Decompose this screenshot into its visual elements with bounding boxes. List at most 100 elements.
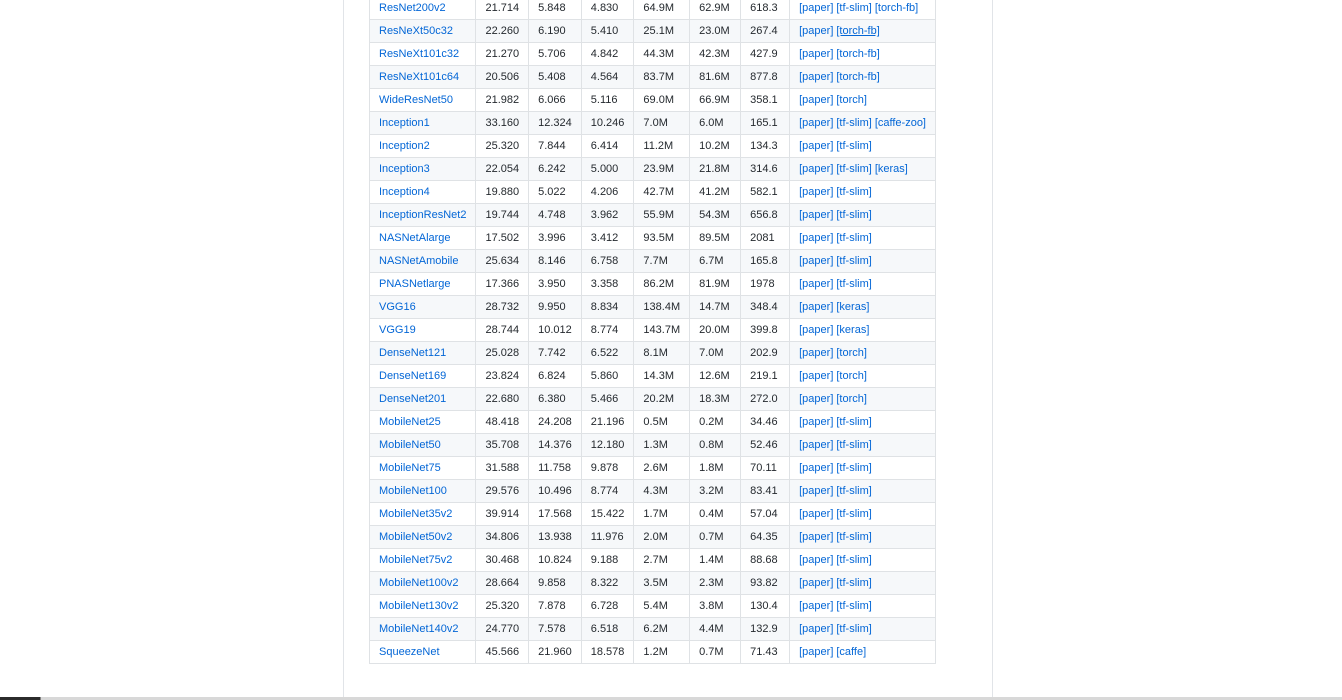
model-name-cell[interactable]: ResNet200v2 — [368, 0, 477, 20]
model-name-cell[interactable]: VGG19 — [368, 318, 477, 342]
model-name-link[interactable]: MobileNet25 — [379, 416, 441, 428]
reference-link[interactable]: [keras] — [836, 324, 870, 336]
model-name-cell[interactable]: MobileNet50v2 — [368, 525, 477, 549]
reference-link[interactable]: [tf-slim] — [836, 117, 872, 129]
reference-link[interactable]: [paper] — [799, 623, 834, 635]
reference-link[interactable]: [paper] — [799, 94, 834, 106]
reference-link[interactable]: [paper] — [799, 25, 834, 37]
model-name-cell[interactable]: ResNeXt50c32 — [368, 19, 477, 43]
reference-link[interactable]: [torch] — [836, 94, 867, 106]
reference-link[interactable]: [tf-slim] — [836, 508, 872, 520]
reference-link[interactable]: [caffe] — [836, 646, 867, 658]
reference-link[interactable]: [tf-slim] — [836, 623, 872, 635]
model-name-link[interactable]: NASNetAmobile — [379, 255, 459, 267]
reference-link[interactable]: [caffe-zoo] — [874, 117, 926, 129]
model-name-cell[interactable]: NASNetAlarge — [368, 226, 477, 250]
reference-link[interactable]: [paper] — [799, 577, 834, 589]
model-name-cell[interactable]: MobileNet50 — [368, 433, 477, 457]
model-name-cell[interactable]: Inception4 — [368, 180, 477, 204]
model-name-cell[interactable]: MobileNet75 — [368, 456, 477, 480]
model-name-link[interactable]: VGG16 — [379, 301, 416, 313]
reference-link[interactable]: [paper] — [799, 255, 834, 267]
model-name-link[interactable]: MobileNet130v2 — [379, 600, 459, 612]
reference-link[interactable]: [torch] — [836, 370, 867, 382]
reference-link[interactable]: [torch] — [836, 393, 867, 405]
model-name-cell[interactable]: MobileNet100v2 — [368, 571, 477, 595]
reference-link[interactable]: [tf-slim] — [836, 600, 872, 612]
reference-link[interactable]: [paper] — [799, 646, 834, 658]
model-name-link[interactable]: NASNetAlarge — [379, 232, 451, 244]
reference-link[interactable]: [paper] — [799, 209, 834, 221]
reference-link[interactable]: [tf-slim] — [836, 554, 872, 566]
reference-link[interactable]: [paper] — [799, 462, 834, 474]
model-name-cell[interactable]: VGG16 — [368, 295, 477, 319]
model-name-link[interactable]: SqueezeNet — [379, 646, 440, 658]
reference-link[interactable]: [keras] — [874, 163, 908, 175]
model-name-link[interactable]: ResNeXt101c32 — [379, 48, 460, 60]
reference-link[interactable]: [paper] — [799, 485, 834, 497]
model-name-cell[interactable]: NASNetAmobile — [368, 249, 477, 273]
reference-link[interactable]: [tf-slim] — [836, 232, 872, 244]
reference-link[interactable]: [torch-fb] — [836, 25, 880, 37]
reference-link[interactable]: [tf-slim] — [836, 577, 872, 589]
reference-link[interactable]: [paper] — [799, 186, 834, 198]
reference-link[interactable]: [tf-slim] — [836, 416, 872, 428]
reference-link[interactable]: [torch-fb] — [836, 71, 880, 83]
reference-link[interactable]: [tf-slim] — [836, 531, 872, 543]
reference-link[interactable]: [paper] — [799, 508, 834, 520]
reference-link[interactable]: [paper] — [799, 232, 834, 244]
model-name-link[interactable]: Inception3 — [379, 163, 430, 175]
reference-link[interactable]: [paper] — [799, 416, 834, 428]
model-name-cell[interactable]: MobileNet35v2 — [368, 502, 477, 526]
model-name-link[interactable]: MobileNet100v2 — [379, 577, 459, 589]
model-name-cell[interactable]: Inception1 — [368, 111, 477, 135]
reference-link[interactable]: [paper] — [799, 117, 834, 129]
reference-link[interactable]: [torch-fb] — [836, 48, 880, 60]
model-name-cell[interactable]: MobileNet140v2 — [368, 617, 477, 641]
model-name-cell[interactable]: Inception2 — [368, 134, 477, 158]
model-name-cell[interactable]: SqueezeNet — [368, 640, 477, 664]
reference-link[interactable]: [paper] — [799, 2, 834, 14]
model-name-cell[interactable]: MobileNet25 — [368, 410, 477, 434]
model-name-cell[interactable]: ResNeXt101c32 — [368, 42, 477, 66]
model-name-link[interactable]: Inception1 — [379, 117, 430, 129]
reference-link[interactable]: [torch] — [836, 347, 867, 359]
reference-link[interactable]: [paper] — [799, 554, 834, 566]
reference-link[interactable]: [tf-slim] — [836, 439, 872, 451]
reference-link[interactable]: [tf-slim] — [836, 278, 872, 290]
reference-link[interactable]: [paper] — [799, 600, 834, 612]
reference-link[interactable]: [tf-slim] — [836, 140, 872, 152]
model-name-link[interactable]: MobileNet75 — [379, 462, 441, 474]
reference-link[interactable]: [torch-fb] — [874, 2, 919, 14]
reference-link[interactable]: [tf-slim] — [836, 255, 872, 267]
model-name-link[interactable]: InceptionResNet2 — [379, 209, 467, 221]
model-name-cell[interactable]: WideResNet50 — [368, 88, 477, 112]
reference-link[interactable]: [tf-slim] — [836, 485, 872, 497]
reference-link[interactable]: [paper] — [799, 278, 834, 290]
model-name-cell[interactable]: InceptionResNet2 — [368, 203, 477, 227]
model-name-link[interactable]: MobileNet50 — [379, 439, 441, 451]
reference-link[interactable]: [paper] — [799, 163, 834, 175]
reference-link[interactable]: [tf-slim] — [836, 163, 872, 175]
model-name-link[interactable]: DenseNet201 — [379, 393, 447, 405]
model-name-cell[interactable]: ResNeXt101c64 — [368, 65, 477, 89]
model-name-cell[interactable]: DenseNet121 — [368, 341, 477, 365]
model-name-link[interactable]: VGG19 — [379, 324, 416, 336]
reference-link[interactable]: [paper] — [799, 140, 834, 152]
reference-link[interactable]: [paper] — [799, 48, 834, 60]
model-name-cell[interactable]: MobileNet130v2 — [368, 594, 477, 618]
reference-link[interactable]: [tf-slim] — [836, 209, 872, 221]
model-name-link[interactable]: Inception4 — [379, 186, 430, 198]
reference-link[interactable]: [paper] — [799, 393, 834, 405]
model-name-cell[interactable]: Inception3 — [368, 157, 477, 181]
reference-link[interactable]: [paper] — [799, 439, 834, 451]
reference-link[interactable]: [paper] — [799, 301, 834, 313]
model-name-link[interactable]: MobileNet50v2 — [379, 531, 453, 543]
model-name-cell[interactable]: PNASNetlarge — [368, 272, 477, 296]
reference-link[interactable]: [tf-slim] — [836, 2, 872, 14]
reference-link[interactable]: [tf-slim] — [836, 462, 872, 474]
model-name-link[interactable]: PNASNetlarge — [379, 278, 451, 290]
model-name-link[interactable]: DenseNet169 — [379, 370, 447, 382]
model-name-link[interactable]: ResNeXt50c32 — [379, 25, 453, 37]
model-name-link[interactable]: MobileNet75v2 — [379, 554, 453, 566]
